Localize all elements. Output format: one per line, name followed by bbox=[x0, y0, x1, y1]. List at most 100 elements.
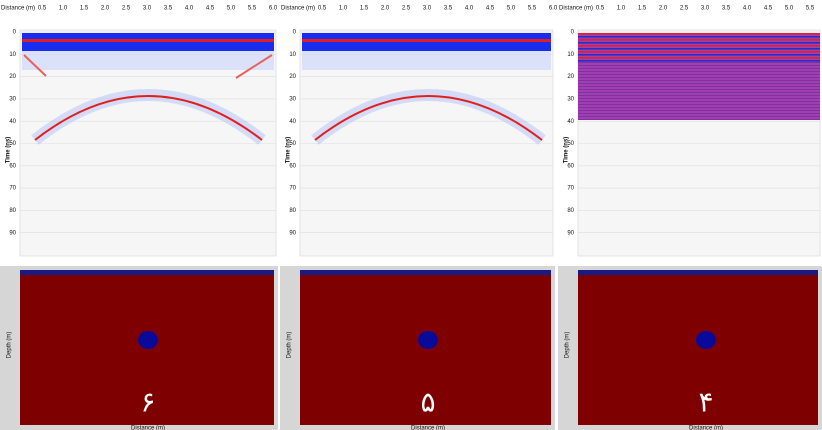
distance-tick-label: 3.0 bbox=[423, 6, 432, 12]
distance-tick-label: 2.5 bbox=[122, 6, 131, 12]
target bbox=[418, 331, 438, 349]
distance-tick-label: 2.0 bbox=[381, 6, 390, 12]
distance-tick-label: 5.0 bbox=[507, 6, 516, 12]
stripe bbox=[578, 119, 820, 120]
stripe bbox=[578, 74, 820, 75]
time-label: Time (ns) bbox=[286, 137, 292, 164]
target bbox=[138, 331, 158, 349]
stripe bbox=[578, 48, 820, 50]
time-tick-label: 10 bbox=[289, 52, 296, 58]
fringe bbox=[22, 50, 274, 70]
distance-tick-label: 1.5 bbox=[360, 6, 369, 12]
panel-number: ۵ bbox=[420, 386, 435, 417]
time-tick-label: 20 bbox=[9, 74, 16, 80]
stripe bbox=[578, 45, 820, 47]
time-tick-label: 10 bbox=[9, 52, 16, 58]
stripe bbox=[578, 107, 820, 108]
distance-tick-label: 4.0 bbox=[185, 6, 194, 12]
panel: Distance (m) 0.5 1.0 1.5 2.0 2.5 3.0 3.5 4.0 4.5 5… bbox=[558, 6, 822, 430]
distance-tick-label: 5.5 bbox=[528, 6, 537, 12]
distance-label: Distance (m) bbox=[1, 6, 35, 12]
distance-tick-label: 5.0 bbox=[227, 6, 236, 12]
stripe bbox=[578, 62, 820, 63]
stripe bbox=[578, 42, 820, 44]
stripe bbox=[578, 33, 820, 35]
surface-layer bbox=[20, 270, 274, 275]
time-tick-label: 30 bbox=[9, 96, 16, 102]
stripe bbox=[578, 80, 820, 81]
stripe bbox=[578, 86, 820, 87]
time-tick-label: 90 bbox=[567, 230, 574, 236]
distance-tick-label: 2.0 bbox=[659, 6, 668, 12]
distance-tick-label: 5.0 bbox=[785, 6, 794, 12]
model bbox=[578, 272, 818, 425]
stripe bbox=[578, 113, 820, 114]
time-tick-label: 80 bbox=[9, 208, 16, 214]
stripe bbox=[578, 51, 820, 53]
distance-tick-label: 6.0 bbox=[269, 6, 278, 12]
artifact bbox=[23, 54, 47, 77]
distance-tick-label: 1.0 bbox=[59, 6, 68, 12]
hyperbola bbox=[34, 95, 263, 141]
stripe bbox=[578, 95, 820, 96]
time-tick-label: 0 bbox=[293, 30, 297, 36]
time-tick-label: 70 bbox=[567, 186, 574, 192]
distance-tick-label: 4.5 bbox=[486, 6, 495, 12]
distance-tick-label: 4.5 bbox=[206, 6, 215, 12]
target bbox=[696, 331, 716, 349]
time-tick-label: 0 bbox=[13, 30, 17, 36]
distance-tick-label: 5.5 bbox=[806, 6, 815, 12]
stripe bbox=[578, 36, 820, 38]
bottom-distance-label: Distance (m) bbox=[131, 426, 165, 430]
distance-label: Distance (m) bbox=[281, 6, 315, 12]
time-tick-label: 50 bbox=[289, 141, 296, 147]
time-tick-label: 50 bbox=[567, 141, 574, 147]
stripe bbox=[578, 39, 820, 41]
direct-wave-red bbox=[22, 39, 274, 42]
distance-tick-label: 4.0 bbox=[743, 6, 752, 12]
stripe bbox=[578, 101, 820, 102]
stripe bbox=[578, 110, 820, 111]
distance-tick-label: 2.0 bbox=[101, 6, 110, 12]
time-tick-label: 80 bbox=[289, 208, 296, 214]
time-tick-label: 60 bbox=[9, 163, 16, 169]
stripe bbox=[578, 89, 820, 90]
distance-tick-label: 4.5 bbox=[764, 6, 773, 12]
stripe bbox=[578, 60, 820, 62]
time-tick-label: 80 bbox=[567, 208, 574, 214]
surface-layer bbox=[300, 270, 551, 275]
distance-tick-label: 0.5 bbox=[596, 6, 605, 12]
time-label: Time (ns) bbox=[6, 137, 12, 164]
time-tick-label: 20 bbox=[289, 74, 296, 80]
layer-fill bbox=[578, 33, 820, 120]
distance-tick-label: 3.0 bbox=[143, 6, 152, 12]
time-tick-label: 70 bbox=[289, 186, 296, 192]
panel-number: ۴ bbox=[698, 386, 713, 417]
surface-layer bbox=[578, 270, 818, 275]
distance-tick-label: 1.0 bbox=[339, 6, 348, 12]
depth-label: Depth (m) bbox=[565, 332, 571, 359]
distance-label: Distance (m) bbox=[559, 6, 593, 12]
distance-tick-label: 1.0 bbox=[617, 6, 626, 12]
distance-tick-label: 5.5 bbox=[248, 6, 257, 12]
time-tick-label: 90 bbox=[9, 230, 16, 236]
distance-tick-label: 1.5 bbox=[638, 6, 647, 12]
time-tick-label: 30 bbox=[567, 96, 574, 102]
stripe bbox=[578, 92, 820, 93]
time-tick-label: 20 bbox=[567, 74, 574, 80]
time-tick-label: 0 bbox=[571, 30, 575, 36]
panel: Distance (m) 0.5 1.0 1.5 2.0 2.5 3.0 3.5 4.0 4.5 5… bbox=[280, 6, 558, 430]
time-label: Time (ns) bbox=[564, 137, 570, 164]
distance-tick-label: 2.5 bbox=[402, 6, 411, 12]
panel-number: ۶ bbox=[140, 386, 155, 417]
stripe bbox=[578, 116, 820, 117]
fringe bbox=[302, 50, 551, 70]
bottom-distance-label: Distance (m) bbox=[689, 426, 723, 430]
stripe bbox=[578, 57, 820, 59]
time-tick-label: 70 bbox=[9, 186, 16, 192]
time-tick-label: 10 bbox=[567, 52, 574, 58]
stripe bbox=[578, 68, 820, 69]
distance-tick-label: 2.5 bbox=[680, 6, 689, 12]
depth-label: Depth (m) bbox=[287, 332, 293, 359]
